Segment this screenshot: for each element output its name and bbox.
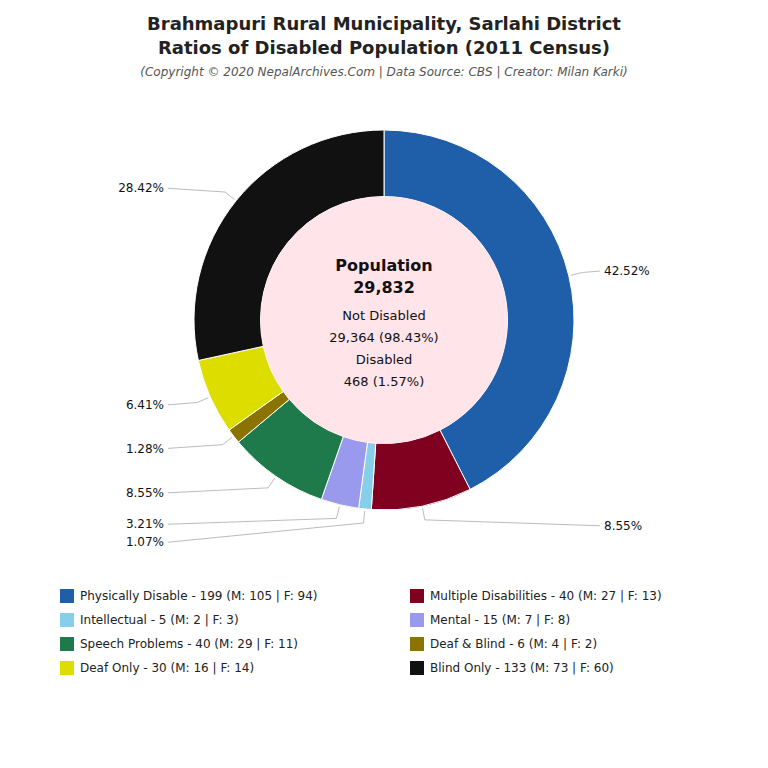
leader-line (571, 271, 600, 275)
legend-swatch (410, 661, 424, 675)
data-label: 1.28% (126, 442, 164, 456)
leader-line (168, 188, 234, 199)
legend-swatch (410, 589, 424, 603)
legend-item: Speech Problems - 40 (M: 29 | F: 11) (60, 637, 298, 651)
data-label: 28.42% (118, 181, 164, 195)
legend-label: Speech Problems - 40 (M: 29 | F: 11) (80, 637, 298, 651)
legend-swatch (410, 613, 424, 627)
legend-swatch (60, 637, 74, 651)
data-label: 3.21% (126, 517, 164, 531)
legend-label: Blind Only - 133 (M: 73 | F: 60) (430, 661, 614, 675)
data-labels: 42.52% 8.55% 1.07% 3.21% 8.55% 1.28% 6.41% 28.4… (118, 181, 650, 549)
leader-line (168, 511, 365, 542)
legend-item: Intellectual - 5 (M: 2 | F: 3) (60, 613, 239, 627)
plot: Population 29,832 Not Disabled 29,364 (98.4… (118, 130, 650, 549)
center-text: 29,364 (98.43%) (329, 330, 438, 345)
center-text: Population (335, 256, 432, 275)
legend-item: Blind Only - 133 (M: 73 | F: 60) (410, 661, 614, 675)
legend-item: Deaf & Blind - 6 (M: 4 | F: 2) (410, 637, 597, 651)
legend-swatch (410, 637, 424, 651)
leader-line (168, 507, 339, 525)
legend-swatch (60, 613, 74, 627)
center-text: 29,832 (353, 278, 415, 297)
legend-label: Deaf Only - 30 (M: 16 | F: 14) (80, 661, 254, 675)
legend: Physically Disable - 199 (M: 105 | F: 94… (60, 589, 662, 675)
leader-line (422, 508, 600, 526)
center-disc (261, 197, 508, 444)
chart: Brahmapuri Rural Municipality, Sarlahi D… (0, 0, 768, 768)
legend-item: Multiple Disabilities - 40 (M: 27 | F: 1… (410, 589, 662, 603)
legend-label: Physically Disable - 199 (M: 105 | F: 94… (80, 589, 318, 603)
slices (194, 130, 574, 510)
center-text: Not Disabled (342, 308, 425, 323)
leader-line (168, 437, 232, 448)
title: Brahmapuri Rural Municipality, Sarlahi D… (147, 13, 621, 34)
data-label: 8.55% (126, 486, 164, 500)
legend-label: Intellectual - 5 (M: 2 | F: 3) (80, 613, 239, 627)
data-label: 42.52% (604, 264, 650, 278)
center-text: Disabled (356, 352, 412, 367)
data-label: 6.41% (126, 398, 164, 412)
legend-item: Physically Disable - 199 (M: 105 | F: 94… (60, 589, 318, 603)
title: Ratios of Disabled Population (2011 Cens… (158, 37, 610, 58)
legend-label: Deaf & Blind - 6 (M: 4 | F: 2) (430, 637, 597, 651)
data-label: 1.07% (126, 535, 164, 549)
legend-label: Multiple Disabilities - 40 (M: 27 | F: 1… (430, 589, 662, 603)
legend-item: Deaf Only - 30 (M: 16 | F: 14) (60, 661, 254, 675)
data-label: 8.55% (604, 519, 642, 533)
leader-line (168, 398, 208, 405)
subtitle: (Copyright © 2020 NepalArchives.Com | Da… (140, 65, 627, 79)
legend-swatch (60, 661, 74, 675)
leader-line (168, 478, 275, 493)
legend-item: Mental - 15 (M: 7 | F: 8) (410, 613, 570, 627)
legend-swatch (60, 589, 74, 603)
legend-label: Mental - 15 (M: 7 | F: 8) (430, 613, 570, 627)
center-text: 468 (1.57%) (344, 374, 424, 389)
